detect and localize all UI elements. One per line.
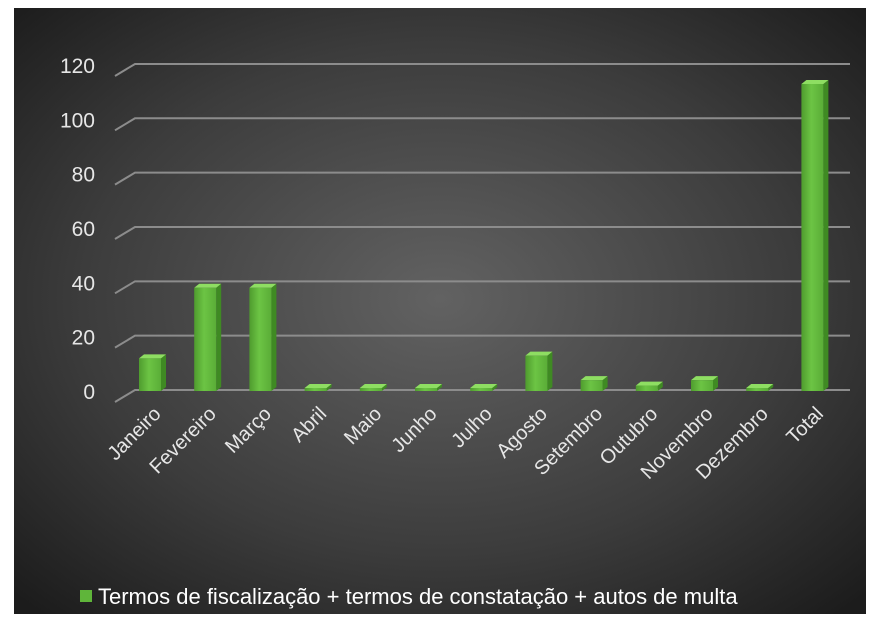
bar-top xyxy=(801,79,829,84)
bar-front xyxy=(359,388,382,391)
bar-top xyxy=(359,384,387,388)
bar-side xyxy=(547,351,553,391)
bar-side xyxy=(713,376,718,391)
bar xyxy=(635,381,663,391)
bar-top xyxy=(415,384,442,388)
bar-top xyxy=(194,283,222,288)
bar-top xyxy=(470,384,498,388)
y-tick-label: 40 xyxy=(72,272,95,295)
bar xyxy=(415,384,442,391)
bar-front xyxy=(470,388,493,391)
gridline xyxy=(114,171,850,186)
bar-front xyxy=(691,380,713,391)
bar-front xyxy=(249,287,272,391)
bar-front xyxy=(194,287,217,391)
gridline xyxy=(114,389,850,403)
y-tick-label: 20 xyxy=(72,327,95,350)
bar-side xyxy=(216,283,222,391)
y-tick-label: 120 xyxy=(60,55,95,78)
bar-front xyxy=(801,83,824,391)
bar-front xyxy=(580,380,603,391)
bar-side xyxy=(823,79,829,391)
bar-top xyxy=(746,384,774,388)
bar-side xyxy=(326,384,332,391)
gridline xyxy=(114,62,850,77)
bar-front xyxy=(304,388,327,391)
bar-front xyxy=(635,385,658,391)
bar xyxy=(801,79,829,391)
bar xyxy=(304,384,332,391)
bar xyxy=(691,376,718,391)
gridline xyxy=(114,117,850,132)
legend-swatch xyxy=(80,590,92,602)
bar-front xyxy=(139,358,161,391)
bar-side xyxy=(161,354,166,391)
bar-top xyxy=(139,354,166,359)
bar-side xyxy=(381,384,387,391)
bar xyxy=(139,354,166,391)
bar-top xyxy=(525,351,553,356)
bars xyxy=(139,79,829,391)
bar xyxy=(359,384,387,391)
y-axis-ticks: 0 20 40 60 80 100 120 xyxy=(60,55,95,404)
gridline xyxy=(114,280,850,295)
bar-top xyxy=(304,384,332,388)
bar-top xyxy=(635,381,663,386)
bar-side xyxy=(271,283,277,391)
chart-background xyxy=(14,8,866,614)
y-tick-label: 80 xyxy=(72,164,95,187)
bar-side xyxy=(602,376,608,391)
gridlines xyxy=(114,62,850,403)
legend-label: Termos de fiscalização + termos de const… xyxy=(98,584,738,609)
bar-side xyxy=(768,384,774,391)
bar xyxy=(525,351,553,391)
bar xyxy=(249,283,277,391)
y-tick-label: 0 xyxy=(83,381,95,404)
bar-side xyxy=(492,384,498,391)
bar xyxy=(580,376,608,391)
bar-top xyxy=(691,376,718,381)
bar-top xyxy=(580,376,608,381)
bar-front xyxy=(525,355,548,391)
y-tick-label: 60 xyxy=(72,218,95,241)
bar-front xyxy=(415,388,437,391)
bar-top xyxy=(249,283,277,288)
gridline xyxy=(114,334,850,349)
gridline xyxy=(114,225,850,240)
bar xyxy=(746,384,774,391)
bar-side xyxy=(437,384,442,391)
bar-front xyxy=(746,388,769,391)
bar xyxy=(470,384,498,391)
y-tick-label: 100 xyxy=(60,109,95,132)
bar xyxy=(194,283,222,391)
bar-side xyxy=(657,381,663,391)
legend: Termos de fiscalização + termos de const… xyxy=(80,584,738,609)
